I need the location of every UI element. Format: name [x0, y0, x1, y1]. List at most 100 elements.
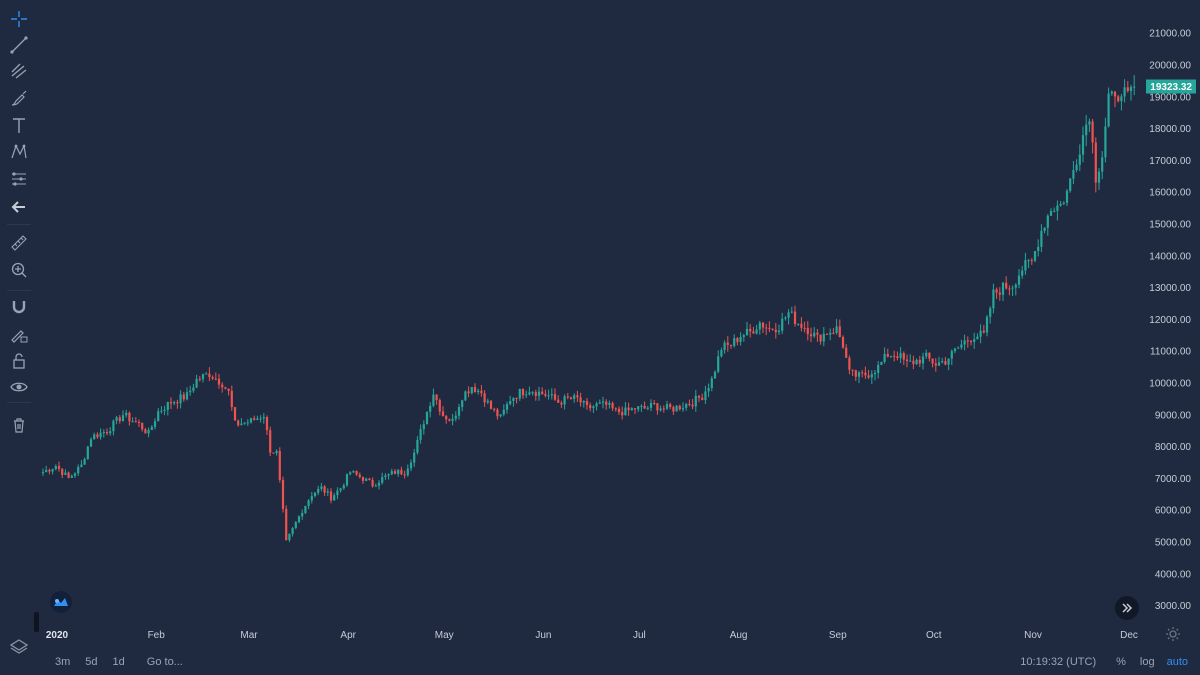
price-tick-label: 13000.00 — [1149, 283, 1191, 294]
candle-body — [822, 333, 825, 342]
candle-body — [1110, 91, 1113, 94]
candle-body — [630, 408, 633, 411]
candle-body — [1088, 121, 1091, 125]
crosshair-tool[interactable] — [6, 6, 32, 32]
price-tick-label: 10000.00 — [1149, 379, 1191, 390]
candle-body — [784, 317, 787, 319]
clock-readout[interactable]: 10:19:32 (UTC) — [1020, 655, 1097, 668]
percent-scale-toggle[interactable]: % — [1116, 655, 1126, 668]
candle-body — [221, 384, 224, 388]
forecast-icon — [12, 172, 26, 186]
candle-body — [937, 362, 941, 366]
candle-body — [582, 401, 585, 403]
lock-drawing-tool[interactable] — [6, 322, 32, 348]
candle-body — [313, 492, 317, 497]
candle-body — [947, 358, 950, 365]
candle-body — [803, 327, 806, 329]
text-tool[interactable] — [6, 113, 32, 139]
candle-body — [611, 403, 614, 409]
candle-body — [1107, 93, 1110, 127]
price-tick-label: 4000.00 — [1155, 569, 1192, 580]
candle-body — [579, 397, 582, 403]
candle-body — [816, 332, 819, 335]
pattern-tool[interactable] — [6, 139, 32, 165]
candle-body — [1091, 121, 1094, 143]
range-1d-button[interactable]: 1d — [112, 655, 125, 668]
ruler-tool[interactable] — [6, 230, 32, 256]
candle-body — [121, 415, 125, 422]
candle-body — [441, 411, 445, 417]
candle-body — [1069, 178, 1072, 191]
forecast-tool[interactable] — [6, 166, 32, 192]
price-chart[interactable]: 3000.00 4000.00 5000.00 6000.00 7000.00 8000.… — [0, 0, 1200, 648]
candle-body — [307, 500, 310, 506]
candle-body — [371, 479, 374, 487]
candle-body — [768, 327, 771, 329]
fib-tool[interactable] — [6, 58, 32, 84]
candle-body — [470, 387, 473, 394]
candle-body — [246, 422, 249, 424]
price-tick-label: 5000.00 — [1155, 538, 1192, 549]
candle-body — [589, 405, 592, 409]
price-tick-label: 9000.00 — [1155, 410, 1192, 421]
back-arrow-icon — [11, 201, 25, 213]
candle-body — [358, 474, 361, 478]
scroll-to-realtime-button[interactable] — [1115, 596, 1139, 620]
candle-body — [237, 420, 240, 426]
time-tick-label: Mar — [240, 630, 258, 641]
candle-body — [537, 391, 541, 396]
candle-body — [189, 390, 192, 393]
candle-body — [832, 332, 835, 334]
drawing-toolbar — [0, 0, 38, 675]
trend-line-icon — [10, 36, 28, 54]
candle-body — [502, 409, 505, 415]
trash-tool[interactable] — [6, 412, 32, 438]
layers-icon[interactable] — [9, 637, 29, 657]
back-arrow-tool[interactable] — [6, 194, 32, 220]
candle-body — [873, 372, 877, 375]
last-price-label: 19323.32 — [1150, 82, 1192, 93]
price-axis[interactable]: 3000.00 4000.00 5000.00 6000.00 7000.00 8000.… — [1149, 29, 1191, 612]
candle-body — [400, 469, 403, 475]
zoom-in-tool[interactable] — [6, 257, 32, 283]
brush-tool[interactable] — [6, 86, 32, 112]
candle-body — [118, 417, 121, 422]
goto-button[interactable]: Go to... — [146, 655, 183, 668]
price-tick-label: 8000.00 — [1155, 442, 1192, 453]
eye-tool[interactable] — [6, 374, 32, 400]
candle-body — [931, 358, 934, 364]
candle-body — [1081, 135, 1085, 155]
candle-body — [230, 390, 233, 408]
log-scale-toggle[interactable]: log — [1139, 655, 1155, 668]
toolbar-collapse-handle[interactable] — [34, 612, 39, 632]
candle-body — [739, 337, 742, 342]
candle-body — [384, 475, 387, 478]
time-axis[interactable]: 2020 Feb Mar Apr May Jun Jul Aug Sep Oct Nov Dec — [46, 630, 1138, 641]
candle-body — [752, 331, 755, 334]
candle-body — [387, 474, 390, 476]
candle-body — [883, 353, 886, 362]
candle-body — [950, 351, 953, 359]
tradingview-logo-icon[interactable] — [50, 591, 72, 613]
candle-body — [854, 370, 857, 377]
candle-body — [310, 496, 313, 501]
candle-body — [925, 352, 928, 357]
candle-body — [61, 468, 64, 476]
candle-body — [291, 528, 294, 534]
gear-icon[interactable] — [1165, 626, 1181, 642]
candle-body — [729, 344, 733, 346]
candle-body — [595, 403, 598, 407]
trend-line-tool[interactable] — [6, 32, 32, 58]
candle-body — [717, 356, 720, 372]
candle-body — [1117, 96, 1120, 102]
magnet-tool[interactable] — [6, 294, 32, 320]
unlock-tool[interactable] — [6, 348, 32, 374]
candle-body — [70, 475, 73, 478]
candle-body — [624, 407, 627, 416]
range-5d-button[interactable]: 5d — [85, 655, 98, 668]
auto-scale-toggle[interactable]: auto — [1166, 655, 1188, 668]
range-3m-button[interactable]: 3m — [55, 655, 71, 668]
candle-body — [710, 378, 713, 389]
candle-body — [685, 403, 688, 408]
candle-body — [531, 392, 534, 394]
